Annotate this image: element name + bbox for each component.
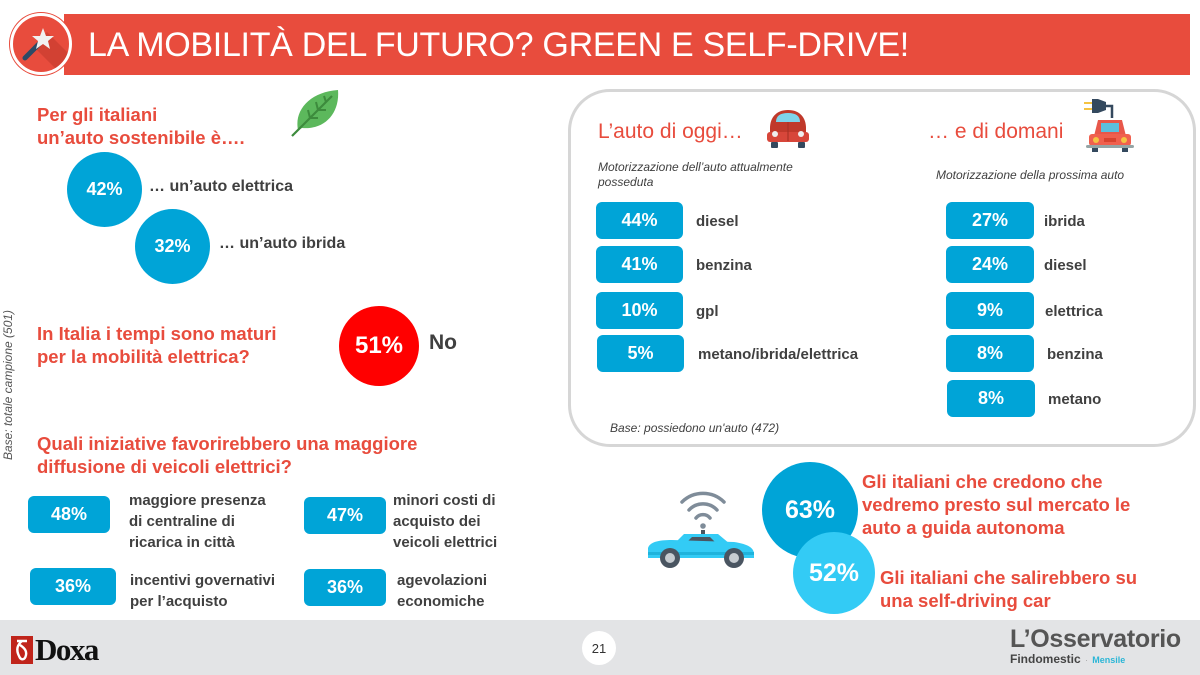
self-driving-ride-line: Gli italiani che salirebbero su [880, 567, 1138, 588]
tomorrow-label: ibrida [1044, 213, 1085, 230]
vintage-car-icon [767, 110, 809, 148]
initiatives-heading-line2: diffusione di veicoli elettrici? [37, 456, 292, 477]
initiative-label-line: incentivi governativi [130, 572, 276, 589]
maturity-answer: No [429, 331, 457, 354]
car-motorization-panel [568, 89, 1196, 447]
today-label: gpl [696, 303, 719, 320]
leaf-icon [291, 90, 339, 137]
today-subtitle: Motorizzazione dell’auto attualmente pos… [598, 160, 793, 190]
osservatorio-title: L’Osservatorio [1010, 625, 1181, 653]
initiative-label-line: minori costi di [393, 492, 496, 509]
page-title: LA MOBILITÀ DEL FUTURO? GREEN E SELF-DRI… [88, 26, 909, 64]
electric-car-plug-icon [1084, 99, 1134, 152]
osservatorio-brand: Findomestic [1010, 652, 1081, 666]
initiative-label-line: veicoli elettrici [393, 534, 498, 551]
page-number: 21 [582, 631, 616, 665]
today-label: benzina [696, 257, 752, 274]
initiative-value: 47% [304, 497, 386, 534]
doxa-logo: Doxa [11, 630, 99, 667]
osservatorio-tag: Mensile [1092, 655, 1126, 665]
today-base-note: Base: possiedono un'auto (472) [610, 421, 780, 435]
initiatives-heading-line1: Quali iniziative favorirebbero una maggi… [37, 433, 418, 454]
initiative-label-line: di centraline di [129, 513, 235, 530]
sustainable-heading: Per gli italiani un’auto sostenibile è…. [37, 103, 245, 149]
autonomous-belief-line: auto a guida autonoma [862, 517, 1065, 538]
self-driving-ride-line: una self-driving car [880, 590, 1051, 611]
tomorrow-value: 27% [946, 202, 1034, 239]
self-driving-ride-circle: 52% [793, 532, 875, 614]
initiatives-heading: Quali iniziative favorirebbero una maggi… [37, 432, 417, 478]
initiative-label: maggiore presenza di centraline di ricar… [129, 490, 266, 553]
initiative-label: incentivi governativi per l’acquisto [130, 570, 275, 612]
tomorrow-label: elettrica [1045, 303, 1103, 320]
today-subtitle-line2: posseduta [598, 175, 654, 189]
initiative-label-line: ricarica in città [129, 534, 235, 551]
initiative-value: 36% [304, 569, 386, 606]
tomorrow-subtitle: Motorizzazione della prossima auto [936, 168, 1125, 182]
sustainable-electric-circle: 42% [67, 152, 142, 227]
maturity-circle: 51% [339, 306, 419, 386]
autonomous-belief-line: Gli italiani che credono che [862, 471, 1103, 492]
osservatorio-logo: L’Osservatorio Findomestic · Mensile [1010, 625, 1181, 666]
today-label: diesel [696, 213, 739, 230]
tomorrow-label: benzina [1047, 346, 1103, 363]
initiative-label-line: maggiore presenza [129, 492, 266, 509]
sustainable-hybrid-circle: 32% [135, 209, 210, 284]
initiative-label-line: per l’acquisto [130, 593, 228, 610]
today-label: metano/ibrida/elettrica [698, 346, 859, 363]
initiative-label-line: agevolazioni [397, 572, 488, 589]
tomorrow-value: 8% [947, 380, 1035, 417]
maturity-question-line1: In Italia i tempi sono maturi [37, 323, 277, 344]
initiative-label: minori costi di acquisto dei veicoli ele… [393, 490, 497, 553]
self-driving-ride-text: Gli italiani che salirebbero su una self… [880, 566, 1137, 612]
today-heading: L’auto di oggi… [598, 120, 743, 143]
initiative-label-line: acquisto dei [393, 513, 481, 530]
title-bar [64, 14, 1190, 75]
initiative-label: agevolazioni economiche [397, 570, 487, 612]
tomorrow-value: 9% [946, 292, 1034, 329]
tomorrow-value: 24% [946, 246, 1034, 283]
magic-wand-icon [22, 28, 69, 72]
today-value: 44% [596, 202, 683, 239]
sustainable-heading-line1: Per gli italiani [37, 104, 158, 125]
tomorrow-value: 8% [946, 335, 1034, 372]
initiative-value: 36% [30, 568, 116, 605]
sustainable-electric-label: … un’auto elettrica [149, 178, 294, 195]
autonomous-belief-line: vedremo presto sul mercato le [862, 494, 1131, 515]
base-note-vertical: Base: totale campione (501) [0, 300, 16, 470]
today-value: 41% [596, 246, 683, 283]
sustainable-hybrid-label: … un’auto ibrida [219, 235, 346, 252]
tomorrow-heading: … e di domani [928, 120, 1064, 143]
tomorrow-label: diesel [1044, 257, 1087, 274]
doxa-logo-text: Doxa [35, 632, 99, 667]
sustainable-heading-line2: un’auto sostenibile è…. [37, 127, 245, 148]
initiative-label-line: economiche [397, 593, 485, 610]
today-value: 10% [596, 292, 683, 329]
initiative-value: 48% [28, 496, 110, 533]
maturity-question: In Italia i tempi sono maturi per la mob… [37, 322, 277, 368]
today-subtitle-line1: Motorizzazione dell’auto attualmente [598, 160, 793, 174]
autonomous-belief-text: Gli italiani che credono che vedremo pre… [862, 470, 1130, 539]
today-value: 5% [597, 335, 684, 372]
maturity-question-line2: per la mobilità elettrica? [37, 346, 250, 367]
base-note-text: Base: totale campione (501) [1, 309, 15, 461]
self-driving-car-icon [648, 491, 754, 568]
title-badge [10, 13, 72, 75]
tomorrow-label: metano [1048, 391, 1102, 408]
doxa-logo-mark-icon [11, 636, 33, 664]
